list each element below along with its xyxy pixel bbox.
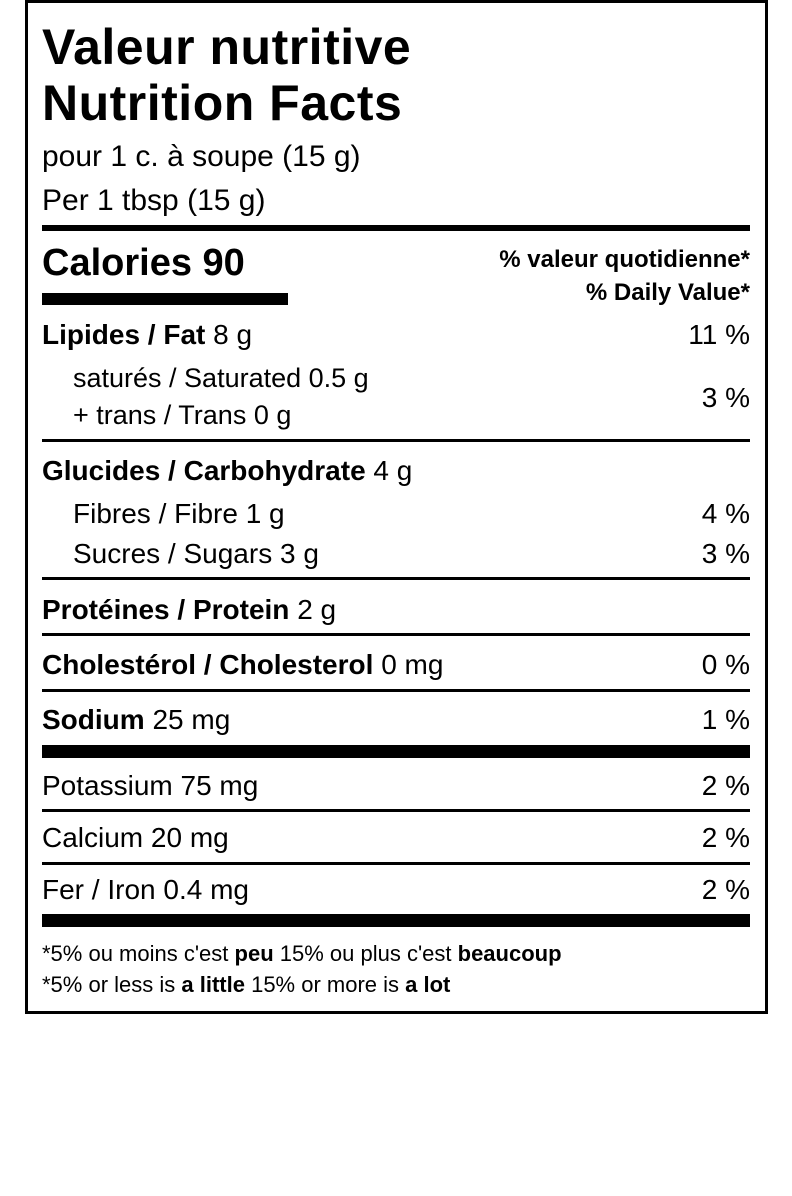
nutrient-dv: 11 % xyxy=(688,319,750,350)
footnote-bold: beaucoup xyxy=(457,941,562,966)
title-fr: Valeur nutritive xyxy=(42,19,412,75)
nutrient-amount: 25 mg xyxy=(152,704,231,735)
serving-en: Per 1 tbsp (15 g) xyxy=(42,184,266,217)
nutrient-name: Protéines / Protein xyxy=(42,594,290,625)
row-calcium: Calcium 20 mg 2 % xyxy=(42,820,750,856)
footnote-text: *5% or less is xyxy=(42,972,182,997)
footnote-text: *5% ou moins c'est xyxy=(42,941,235,966)
divider xyxy=(42,439,750,442)
row-carbohydrate: Glucides / Carbohydrate 4 g xyxy=(42,453,750,489)
footnote-bold: peu xyxy=(234,941,274,966)
row-sugars: Sucres / Sugars 3 g 3 % xyxy=(42,536,750,572)
nutrient-dv: 3 % xyxy=(701,538,750,569)
row-fibre: Fibres / Fibre 1 g 4 % xyxy=(42,496,750,532)
nutrition-label xyxy=(25,0,768,1014)
calories-value: 90 xyxy=(202,242,245,284)
row-protein: Protéines / Protein 2 g xyxy=(42,592,750,628)
nutrient-name: Potassium 75 mg xyxy=(42,770,259,801)
nutrient-dv: 3 % xyxy=(701,382,750,413)
nutrient-dv: 2 % xyxy=(701,822,750,853)
divider-thick xyxy=(42,225,750,231)
nutrient-dv: 4 % xyxy=(701,498,750,529)
nutrient-name: Sucres / Sugars 3 g xyxy=(73,538,319,569)
dv-header-en: % Daily Value* xyxy=(585,279,750,306)
row-sat-trans-dv: 3 % xyxy=(42,380,750,416)
title-en: Nutrition Facts xyxy=(42,75,403,131)
nutrient-name: Fibres / Fibre 1 g xyxy=(73,498,285,529)
divider xyxy=(42,862,750,865)
nutrient-dv: 2 % xyxy=(701,874,750,905)
footnote-fr: *5% ou moins c'est peu 15% ou plus c'est… xyxy=(42,939,562,969)
divider-thick xyxy=(42,914,750,927)
row-iron: Fer / Iron 0.4 mg 2 % xyxy=(42,872,750,908)
row-sodium: Sodium 25 mg 1 % xyxy=(42,702,750,738)
nutrient-dv: 1 % xyxy=(701,704,750,735)
nutrient-dv: 0 % xyxy=(701,649,750,680)
nutrient-name: Calcium 20 mg xyxy=(42,822,229,853)
nutrient-amount: 0 mg xyxy=(381,649,444,680)
footnote-bold: a lot xyxy=(405,972,451,997)
footnote-bold: a little xyxy=(181,972,245,997)
footnote-text: 15% ou plus c'est xyxy=(273,941,458,966)
calories: Calories 90 xyxy=(42,240,245,286)
footnote-text: 15% or more is xyxy=(244,972,406,997)
divider xyxy=(42,577,750,580)
row-saturated: saturés / Saturated 0.5 g xyxy=(42,360,750,396)
nutrient-name: Cholestérol / Cholesterol xyxy=(42,649,374,680)
row-cholesterol: Cholestérol / Cholesterol 0 mg 0 % xyxy=(42,647,750,683)
calories-label: Calories xyxy=(42,242,192,284)
divider-thick xyxy=(42,745,750,758)
nutrient-name: saturés / Saturated 0.5 g xyxy=(73,363,369,393)
row-trans: + trans / Trans 0 g xyxy=(42,397,750,433)
nutrient-amount: 4 g xyxy=(373,455,413,486)
row-potassium: Potassium 75 mg 2 % xyxy=(42,768,750,804)
serving-fr: pour 1 c. à soupe (15 g) xyxy=(42,140,361,173)
nutrient-dv: 2 % xyxy=(701,770,750,801)
nutrient-name: Glucides / Carbohydrate xyxy=(42,455,366,486)
nutrient-name: Fer / Iron 0.4 mg xyxy=(42,874,249,905)
nutrient-name: + trans / Trans 0 g xyxy=(73,400,292,430)
divider xyxy=(42,633,750,636)
footnote-en: *5% or less is a little 15% or more is a… xyxy=(42,970,450,1000)
nutrient-amount: 2 g xyxy=(297,594,337,625)
nutrient-name: Lipides / Fat xyxy=(42,319,206,350)
row-fat: Lipides / Fat 8 g 11 % xyxy=(42,317,750,353)
dv-header-fr: % valeur quotidienne* xyxy=(499,246,750,273)
nutrient-name: Sodium xyxy=(42,704,145,735)
divider xyxy=(42,689,750,692)
divider xyxy=(42,809,750,812)
nutrient-amount: 8 g xyxy=(213,319,253,350)
calories-bar xyxy=(42,293,288,305)
